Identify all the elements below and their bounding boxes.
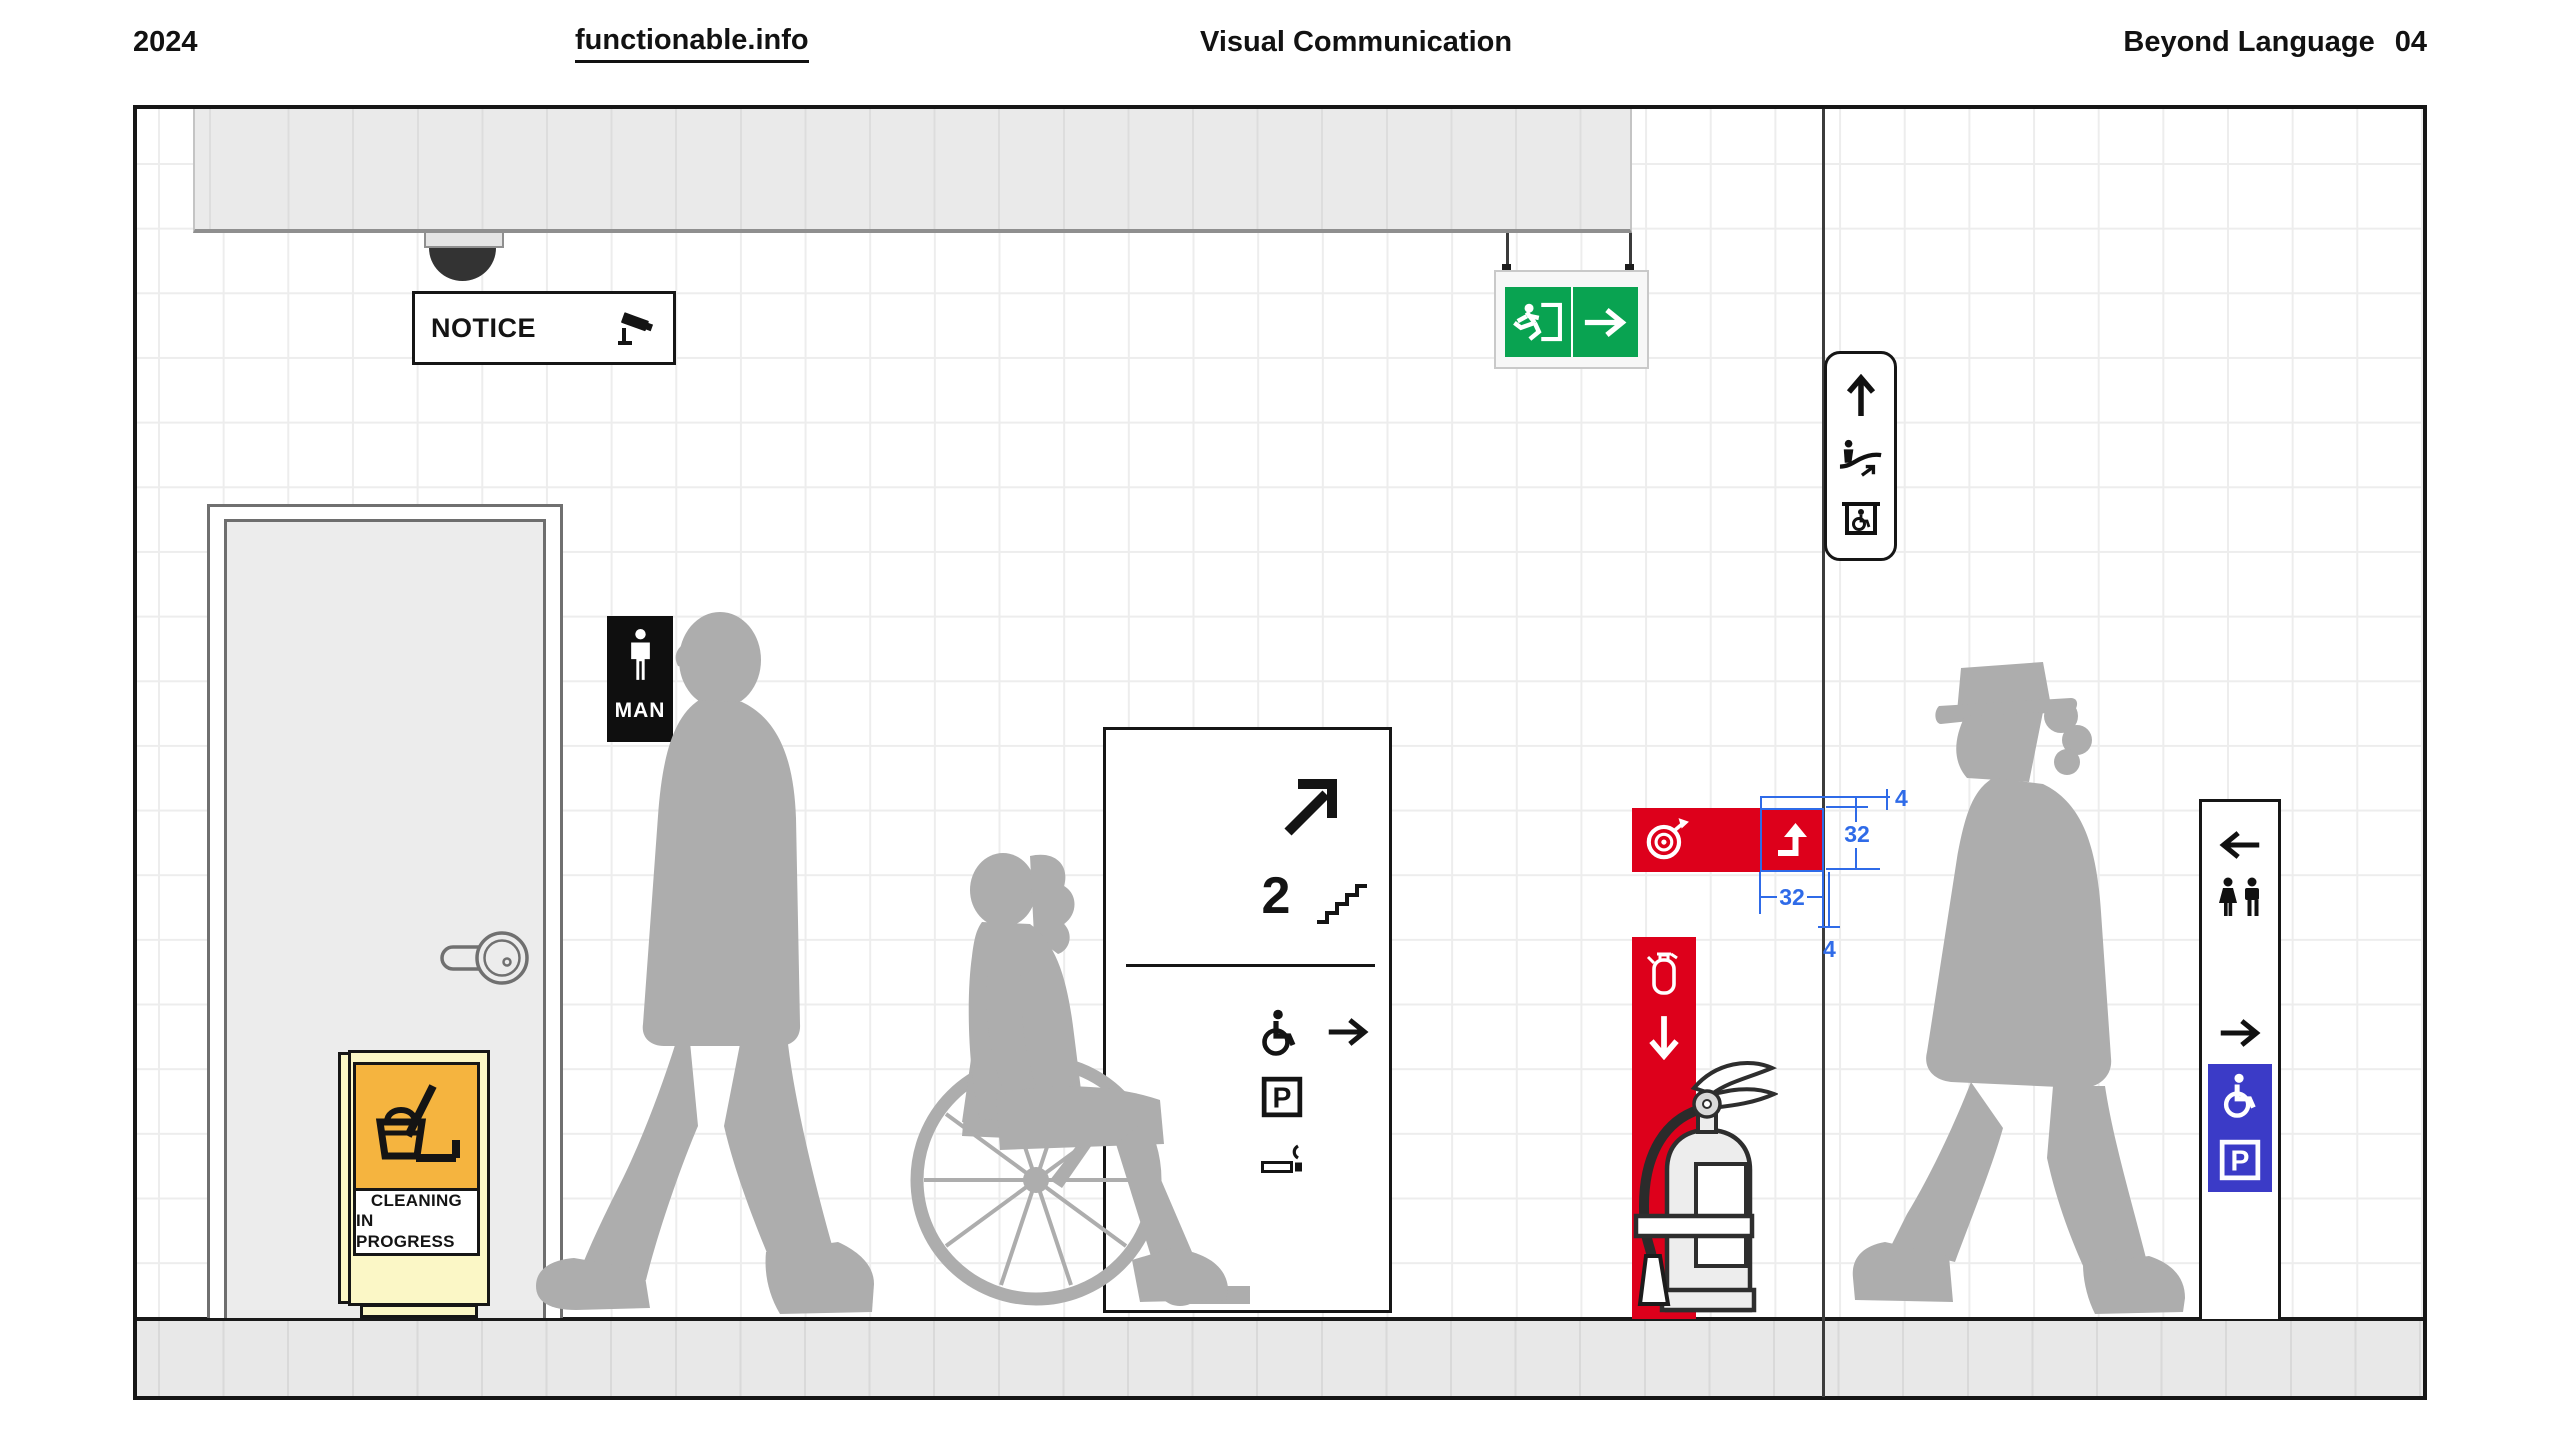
- right-wayfinding-sign: P: [2199, 799, 2281, 1319]
- dim-tick: [1818, 926, 1840, 928]
- page-title: Visual Communication: [1200, 26, 1513, 58]
- man-label: MAN: [614, 699, 666, 722]
- right-arrow-icon: [2218, 1018, 2262, 1048]
- parking-letter: P: [1273, 1083, 1292, 1115]
- cctv-mount: [424, 233, 504, 248]
- floor-line: [137, 1317, 2423, 1321]
- floor-strip: [137, 1321, 2423, 1396]
- exit-runner-icon: [1512, 302, 1562, 342]
- parking-tile: P: [2208, 1128, 2272, 1192]
- stairs-icon: [1317, 884, 1367, 924]
- escalator-icon: [1839, 439, 1881, 477]
- parking-letter: P: [2231, 1146, 2250, 1178]
- cleaning-sign: CLEANING IN PROGRESS: [338, 1050, 492, 1318]
- fire-extinguisher-object: [1633, 1060, 1778, 1313]
- dim-line: [1760, 796, 1890, 798]
- fire-extinguisher-icon: [1646, 952, 1678, 995]
- man-restroom-sign: MAN: [607, 616, 673, 742]
- wall-divider-line: [1822, 109, 1825, 1397]
- notice-sign: NOTICE: [412, 291, 676, 365]
- accessible-tile: [2208, 1064, 2272, 1128]
- woman-man-restroom-icon: [2219, 877, 2259, 916]
- dim-tick: [1826, 806, 1868, 808]
- parking-icon: P: [2219, 1139, 2261, 1181]
- cleaning-sign-pictogram-panel: [353, 1062, 480, 1191]
- exit-sign-rod: [1629, 233, 1632, 271]
- fire-hose-sign: [1632, 808, 1761, 872]
- exit-sign-rod-foot: [1502, 264, 1511, 273]
- wheelchair-icon: [1262, 1009, 1296, 1056]
- fire-hose-reel-icon: [1646, 818, 1689, 860]
- cctv-camera-icon: [618, 312, 654, 345]
- dim-bottom-gap: 4: [1823, 936, 1836, 962]
- elevator-icon: [1841, 502, 1880, 535]
- dim-tick: [1760, 796, 1762, 809]
- wheelchair-user-silhouette: [910, 853, 1250, 1306]
- dim-side-height: 32: [1844, 821, 1870, 847]
- cleaning-line2: IN PROGRESS: [356, 1211, 455, 1251]
- dim-line: [1828, 872, 1830, 928]
- down-arrow-icon: [1647, 1014, 1681, 1060]
- notice-label: NOTICE: [431, 312, 537, 343]
- dim-bottom-width: 32: [1779, 884, 1805, 910]
- door-handle: [440, 931, 529, 985]
- dim-tick: [1826, 868, 1880, 870]
- right-arrow-icon: [1326, 1017, 1370, 1047]
- walking-man-silhouette: [536, 612, 874, 1314]
- issue-number: 04: [2394, 26, 2427, 58]
- dim-tick: [1759, 872, 1761, 914]
- right-arrow-icon: [1582, 307, 1628, 338]
- exit-sign-rod: [1506, 233, 1509, 271]
- smoking-area-icon: [1261, 1144, 1302, 1173]
- floor-number: 2: [1261, 867, 1291, 925]
- ceiling-beam: [193, 109, 1632, 233]
- cleaning-line1: CLEANING: [370, 1190, 463, 1210]
- dim-line: [1855, 798, 1857, 822]
- parking-icon: P: [1261, 1076, 1303, 1118]
- walking-woman-silhouette: [1852, 662, 2185, 1314]
- dim-tick: [1822, 872, 1824, 928]
- exit-sign-rod-foot: [1625, 264, 1634, 273]
- turn-up-sign: [1760, 808, 1824, 872]
- man-pictogram-icon: [630, 629, 650, 680]
- cleaning-sign-foot: [360, 1304, 478, 1318]
- left-arrow-icon: [2218, 830, 2262, 860]
- mop-bucket-icon: [375, 1083, 460, 1162]
- wheelchair-icon: [2223, 1073, 2256, 1118]
- dim-top-gap: 4: [1895, 785, 1908, 811]
- board-divider: [1126, 964, 1375, 967]
- header-issue: Beyond Language 04: [2123, 24, 2427, 60]
- dim-line: [1807, 896, 1824, 898]
- series-label: Beyond Language: [2123, 26, 2375, 58]
- dim-tick: [1886, 789, 1888, 810]
- dim-line: [1760, 896, 1777, 898]
- up-right-arrow-icon: [1284, 779, 1337, 836]
- vertical-route-sign: [1824, 351, 1897, 561]
- site-link[interactable]: functionable.info: [575, 24, 809, 63]
- exit-sign: [1494, 270, 1649, 369]
- header-year: 2024: [133, 26, 198, 58]
- turn-up-arrow-icon: [1778, 823, 1807, 856]
- exit-arrow-cell: [1572, 287, 1638, 357]
- up-arrow-icon: [1845, 374, 1877, 418]
- exit-runner-cell: [1505, 287, 1571, 357]
- dim-line: [1855, 848, 1857, 870]
- cleaning-sign-text: CLEANING IN PROGRESS: [353, 1187, 480, 1256]
